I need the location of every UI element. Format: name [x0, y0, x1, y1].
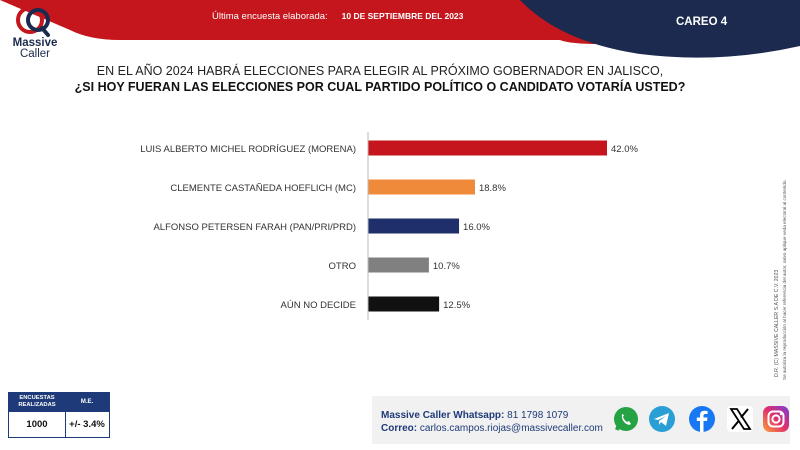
telegram-icon[interactable]: [648, 405, 676, 433]
facebook-icon[interactable]: [688, 405, 716, 433]
email-contact: Correo: carlos.campos.riojas@massivecall…: [381, 423, 603, 434]
value-label: 12.5%: [443, 300, 470, 311]
header-banner: [0, 0, 800, 60]
copyright-note: D.R. (C) MASSIVE CALLER S.A DE C.V. 2023…: [774, 179, 787, 380]
category-label: LUIS ALBERTO MICHEL RODRÍGUEZ (MORENA): [140, 144, 356, 155]
category-label: OTRO: [329, 261, 356, 272]
question-line-2: ¿SI HOY FUERAN LAS ELECCIONES POR CUAL P…: [74, 80, 686, 94]
stats-margin-value: +/- 3.4%: [69, 419, 105, 430]
value-label: 10.7%: [433, 261, 460, 272]
stats-header: [9, 393, 109, 412]
value-label: 18.8%: [479, 183, 506, 194]
stats-header-surveys-line2: REALIZADAS: [18, 402, 56, 408]
survey-date: 10 DE SEPTIEMBRE DEL 2023: [341, 11, 464, 21]
brand-logo: Massive Caller: [4, 4, 64, 62]
whatsapp-icon[interactable]: [612, 405, 640, 433]
stats-divider: [65, 412, 66, 438]
brand-name: Massive Caller: [4, 37, 66, 60]
bar: [368, 218, 460, 234]
value-label: 42.0%: [611, 144, 638, 155]
bar: [368, 140, 607, 156]
survey-stats-box: ENCUESTAS REALIZADAS M.E. 1000 +/- 3.4%: [8, 392, 110, 438]
stats-surveys-value: 1000: [26, 419, 48, 430]
question-line-1: EN EL AÑO 2024 HABRÁ ELECCIONES PARA ELE…: [96, 64, 664, 78]
stats-header-surveys-line1: ENCUESTAS: [19, 395, 55, 401]
copyright-line-1: D.R. (C) MASSIVE CALLER S.A DE C.V. 2023: [774, 270, 780, 377]
category-label: ALFONSO PETERSEN FARAH (PAN/PRI/PRD): [153, 222, 356, 233]
copyright-line-2: Se autoriza la reproducción al hacer ref…: [782, 179, 787, 380]
whatsapp-contact: Massive Caller Whatsapp: 81 1798 1079: [381, 410, 568, 421]
brand-name-line1: Massive: [12, 37, 58, 49]
bar: [368, 179, 475, 195]
footer-contact-box: [372, 396, 790, 444]
instagram-icon[interactable]: [762, 405, 790, 433]
email-address[interactable]: carlos.campos.riojas@massivecaller.com: [419, 423, 603, 434]
whatsapp-number[interactable]: 81 1798 1079: [507, 410, 569, 421]
survey-label: Última encuesta elaborada:: [212, 11, 328, 22]
stats-header-margin: M.E.: [80, 399, 94, 405]
email-label: Correo:: [381, 423, 418, 434]
bar: [368, 296, 440, 312]
category-label: CLEMENTE CASTAÑEDA HOEFLICH (MC): [170, 183, 356, 194]
value-label: 16.0%: [463, 222, 490, 233]
whatsapp-label: Massive Caller Whatsapp:: [381, 410, 505, 421]
survey-info: Última encuesta elaborada: 10 DE SEPTIEMB…: [212, 11, 463, 22]
careo-label: CAREO 4: [676, 16, 728, 28]
bar: [368, 257, 429, 273]
stats-header-surveys: ENCUESTAS REALIZADAS: [9, 395, 65, 409]
x-icon[interactable]: [726, 405, 754, 433]
category-label: AÚN NO DECIDE: [281, 300, 356, 311]
logo-mark-icon: [16, 6, 50, 37]
brand-name-line2: Caller: [19, 48, 51, 60]
